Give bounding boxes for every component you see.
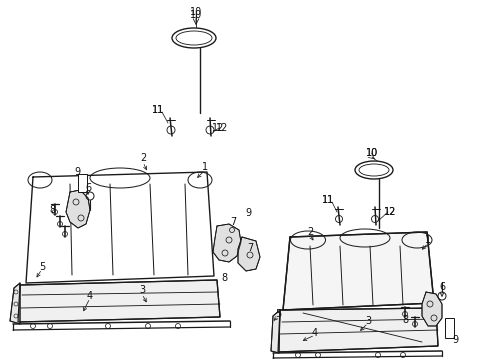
Text: 10: 10 <box>365 148 377 158</box>
Text: 3: 3 <box>364 316 370 326</box>
Polygon shape <box>213 224 241 262</box>
Text: 10: 10 <box>189 10 202 20</box>
Bar <box>444 318 453 338</box>
Text: 11: 11 <box>321 195 333 205</box>
Bar <box>78 174 87 192</box>
Polygon shape <box>18 280 220 322</box>
Text: 6: 6 <box>85 183 91 193</box>
Text: 12: 12 <box>215 123 228 133</box>
Text: 3: 3 <box>139 285 145 295</box>
Text: 5: 5 <box>274 309 281 319</box>
Text: 6: 6 <box>438 282 444 292</box>
Polygon shape <box>238 237 260 271</box>
Polygon shape <box>278 308 437 352</box>
Text: 1: 1 <box>202 162 207 172</box>
Text: 11: 11 <box>152 105 164 115</box>
Text: 1: 1 <box>424 235 430 245</box>
Text: 12: 12 <box>383 207 395 217</box>
Text: 11: 11 <box>321 195 333 205</box>
Text: 9: 9 <box>451 335 457 345</box>
Polygon shape <box>66 190 90 228</box>
Ellipse shape <box>354 161 392 179</box>
Text: 8: 8 <box>401 315 407 325</box>
Text: 4: 4 <box>87 291 93 301</box>
Polygon shape <box>283 232 433 310</box>
Text: 8: 8 <box>221 273 226 283</box>
Ellipse shape <box>172 28 216 48</box>
Text: 2: 2 <box>306 227 312 237</box>
Text: 10: 10 <box>365 148 377 158</box>
Polygon shape <box>270 310 280 353</box>
Text: 7: 7 <box>229 217 236 227</box>
Polygon shape <box>421 292 441 326</box>
Text: 10: 10 <box>189 7 202 17</box>
Text: 11: 11 <box>152 105 164 115</box>
Text: 9: 9 <box>74 167 80 177</box>
Text: 8: 8 <box>49 205 55 215</box>
Text: 12: 12 <box>383 207 395 217</box>
Text: 4: 4 <box>311 328 317 338</box>
Text: 5: 5 <box>39 262 45 272</box>
Text: 12: 12 <box>211 123 224 133</box>
Polygon shape <box>10 283 20 324</box>
Text: 2: 2 <box>140 153 146 163</box>
Text: 9: 9 <box>244 208 250 218</box>
Text: 7: 7 <box>246 243 253 253</box>
